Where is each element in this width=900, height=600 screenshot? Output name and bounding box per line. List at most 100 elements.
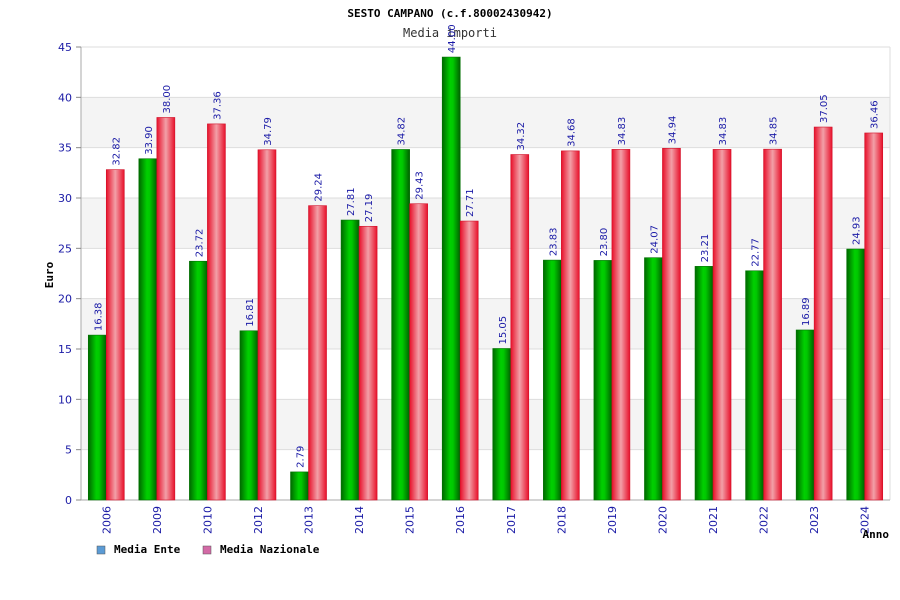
x-axis-ticks: 2006 2009 2010 2012 2013 2014 2015 2016 2017 2018… xyxy=(100,506,871,534)
y-tick-label: 45 xyxy=(58,41,72,54)
x-tick-label: 2019 xyxy=(606,506,619,534)
value-label-media-ente: 23.72 xyxy=(194,229,205,258)
x-tick-label: 2023 xyxy=(808,506,821,534)
y-tick-label: 30 xyxy=(58,192,72,205)
value-label-media-nazionale: 34.32 xyxy=(516,122,527,151)
x-tick-label: 2006 xyxy=(100,506,113,534)
value-label-media-ente: 16.81 xyxy=(245,298,256,327)
bar-media-nazionale xyxy=(611,149,631,501)
y-tick-label: 35 xyxy=(58,142,72,155)
legend-swatch-media-nazionale xyxy=(202,545,212,555)
bar-media-nazionale xyxy=(763,148,782,501)
value-label-media-nazionale: 36.46 xyxy=(870,100,881,129)
bar-media-ente xyxy=(340,219,360,501)
y-axis-ticks: 0 5 10 15 20 25 30 35 40 45 xyxy=(58,41,81,507)
bar-media-ente xyxy=(138,158,158,501)
legend: Media Ente Media Nazionale xyxy=(96,543,320,556)
x-axis-label: Anno xyxy=(863,528,890,541)
x-tick-label: 2022 xyxy=(758,506,771,534)
bar-media-nazionale xyxy=(813,126,833,501)
value-label-media-ente: 22.77 xyxy=(751,238,762,267)
x-tick-label: 2014 xyxy=(353,506,366,534)
bar-media-nazionale xyxy=(105,169,125,501)
value-label-media-nazionale: 38.00 xyxy=(162,85,173,114)
value-label-media-nazionale: 34.83 xyxy=(617,117,628,146)
legend-swatch-media-ente xyxy=(96,545,106,555)
bar-media-nazionale xyxy=(257,149,277,501)
bar-media-nazionale xyxy=(207,123,226,501)
bar-media-ente xyxy=(543,259,562,501)
plot-band xyxy=(81,47,890,98)
bar-media-ente xyxy=(745,270,764,501)
value-label-media-ente: 2.79 xyxy=(296,446,307,468)
bar-media-nazionale xyxy=(308,205,327,501)
bar-media-ente xyxy=(593,260,613,501)
bar-media-ente xyxy=(391,149,410,501)
x-tick-label: 2020 xyxy=(656,506,669,534)
value-label-media-ente: 16.89 xyxy=(801,297,812,326)
bar-media-nazionale xyxy=(409,203,428,501)
bar-media-ente xyxy=(290,471,309,501)
value-label-media-nazionale: 32.82 xyxy=(111,137,122,166)
x-tick-label: 2024 xyxy=(859,506,872,534)
value-label-media-ente: 34.82 xyxy=(397,117,408,146)
bar-media-ente xyxy=(644,257,663,501)
bar-media-nazionale xyxy=(712,149,732,501)
chart-title: SESTO CAMPANO (c.f.80002430942) xyxy=(347,7,552,20)
y-tick-label: 15 xyxy=(58,343,72,356)
value-label-media-nazionale: 34.79 xyxy=(263,117,274,146)
y-tick-label: 5 xyxy=(65,444,72,457)
x-tick-label: 2013 xyxy=(303,506,316,534)
value-label-media-ente: 24.93 xyxy=(852,216,863,245)
x-tick-label: 2017 xyxy=(505,506,518,534)
value-label-media-ente: 16.38 xyxy=(93,302,104,331)
legend-label-media-ente: Media Ente xyxy=(114,543,181,556)
x-tick-label: 2010 xyxy=(201,506,214,534)
value-label-media-nazionale: 27.71 xyxy=(465,188,476,217)
bar-media-ente xyxy=(87,334,107,501)
x-tick-label: 2021 xyxy=(707,506,720,534)
bars xyxy=(87,56,884,501)
y-tick-label: 40 xyxy=(58,91,72,104)
bar-media-ente xyxy=(694,266,714,501)
value-label-media-nazionale: 29.43 xyxy=(415,171,426,200)
value-label-media-nazionale: 34.94 xyxy=(667,116,678,145)
y-tick-label: 10 xyxy=(58,393,72,406)
bar-media-ente xyxy=(492,348,512,501)
value-label-media-ente: 23.80 xyxy=(599,228,610,257)
value-label-media-nazionale: 34.85 xyxy=(769,117,780,146)
value-label-media-ente: 44.00 xyxy=(447,24,458,53)
bar-media-nazionale xyxy=(864,132,884,501)
legend-label-media-nazionale: Media Nazionale xyxy=(220,543,320,556)
value-label-media-nazionale: 37.36 xyxy=(212,91,223,120)
bar-media-nazionale xyxy=(358,225,378,501)
bar-media-nazionale xyxy=(459,220,479,501)
value-label-media-nazionale: 34.68 xyxy=(566,118,577,147)
bar-media-ente xyxy=(846,248,866,501)
value-label-media-ente: 15.05 xyxy=(498,316,509,345)
bar-media-ente xyxy=(239,330,259,501)
x-tick-label: 2015 xyxy=(404,506,417,534)
value-label-media-nazionale: 34.83 xyxy=(718,117,729,146)
value-label-media-nazionale: 27.19 xyxy=(364,194,375,223)
bar-media-nazionale xyxy=(662,147,681,501)
value-label-media-ente: 27.81 xyxy=(346,187,357,216)
value-label-media-ente: 33.90 xyxy=(144,126,155,155)
bar-media-ente xyxy=(441,56,461,501)
y-tick-label: 20 xyxy=(58,293,72,306)
x-tick-label: 2012 xyxy=(252,506,265,534)
bar-media-nazionale xyxy=(156,117,176,501)
value-label-media-ente: 23.83 xyxy=(548,227,559,256)
chart-subtitle: Media importi xyxy=(403,26,497,40)
value-label-media-nazionale: 37.05 xyxy=(819,94,830,123)
bar-media-nazionale xyxy=(510,154,530,501)
x-tick-label: 2018 xyxy=(555,506,568,534)
y-tick-label: 25 xyxy=(58,242,72,255)
value-label-media-ente: 23.21 xyxy=(700,234,711,263)
y-tick-label: 0 xyxy=(65,494,72,507)
y-axis-label: Euro xyxy=(43,261,56,288)
bar-media-ente xyxy=(795,329,815,501)
bar-media-nazionale xyxy=(561,150,580,501)
value-label-media-ente: 24.07 xyxy=(649,225,660,254)
